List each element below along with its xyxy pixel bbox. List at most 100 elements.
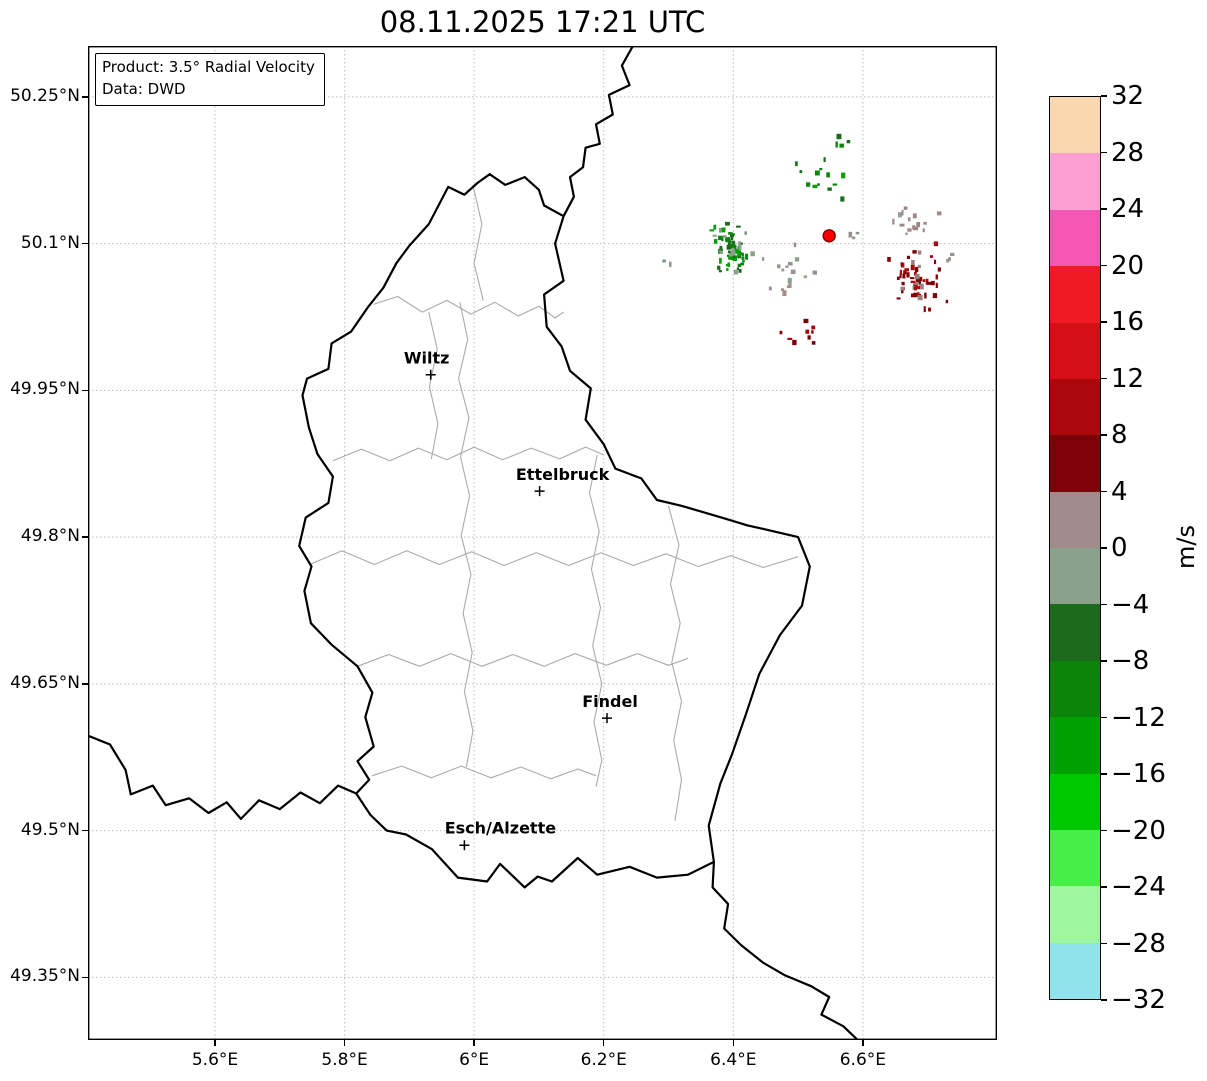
radar-echo-pixel <box>892 218 895 225</box>
radar-echo-pixel <box>777 264 781 269</box>
radar-echo-pixel <box>741 252 744 257</box>
radar-echo-pixel <box>905 232 908 236</box>
radar-echo-pixel <box>722 235 727 239</box>
colorbar-band <box>1050 153 1100 210</box>
radar-echo-pixel <box>787 261 793 266</box>
x-axis-tick-label: 6°E <box>459 1050 490 1070</box>
colorbar-tick <box>1101 716 1107 719</box>
x-axis-tick-label: 5.6°E <box>191 1050 239 1070</box>
radar-echo-pixel <box>917 286 920 290</box>
radar-echo-pixel <box>836 133 842 140</box>
radar-echo-pixel <box>896 276 900 280</box>
radar-echo-pixel <box>719 250 723 253</box>
radar-echo-pixel <box>841 172 846 179</box>
radar-echo-pixel <box>719 228 722 233</box>
city-marker <box>459 840 470 851</box>
district-boundary <box>373 295 564 319</box>
radar-echo-pixel <box>812 184 818 189</box>
radar-echo-pixel <box>779 330 783 335</box>
radar-echo-pixel <box>914 274 920 280</box>
radar-echo-pixel <box>782 290 787 296</box>
radar-echo-pixel <box>718 235 723 241</box>
x-axis-tick-label: 6.2°E <box>580 1050 627 1070</box>
radar-echo-pixel <box>723 227 726 232</box>
y-axis-tick <box>82 96 88 98</box>
radar-echo-pixel <box>899 269 902 275</box>
radar-echo-pixel <box>899 223 905 227</box>
radar-echo-pixel <box>934 259 937 265</box>
x-axis-tick <box>473 1040 475 1046</box>
colorbar-tick <box>1101 321 1107 323</box>
y-axis-tick-label: 49.35°N <box>10 966 80 987</box>
radar-echo-pixel <box>900 286 905 291</box>
radar-echo-pixel <box>913 283 918 290</box>
colorbar-tick-label: −8 <box>1111 646 1150 676</box>
colorbar-tick-label: 4 <box>1111 476 1128 507</box>
colorbar-tick <box>1101 547 1107 549</box>
radar-echo-pixel <box>823 157 826 163</box>
radar-echo-pixel <box>741 256 745 260</box>
radar-echo-pixel <box>662 260 666 263</box>
radar-echo-pixel <box>815 170 820 176</box>
colorbar-band <box>1050 97 1100 154</box>
radar-echo-pixel <box>912 225 916 230</box>
radar-echo-pixel <box>725 237 731 243</box>
radar-echo-pixel <box>795 161 798 167</box>
radar-echo-pixel <box>785 265 789 268</box>
radar-echo-pixel <box>728 232 733 235</box>
radar-echo-pixel <box>906 272 910 278</box>
radar-echo-pixel <box>848 231 853 238</box>
colorbar-band <box>1050 322 1100 379</box>
radar-echo-pixel <box>835 141 838 148</box>
neighbor-country-border <box>562 46 635 218</box>
radar-echo-pixel <box>927 281 932 285</box>
radar-echo-pixel <box>669 261 672 268</box>
radar-echo-pixel <box>750 251 755 257</box>
radar-echo-pixel <box>720 248 723 251</box>
colorbar-band <box>1050 829 1100 887</box>
colorbar-tick-label: −24 <box>1111 872 1166 902</box>
radar-echo-pixel <box>730 243 735 249</box>
radar-echo-pixel <box>937 267 941 272</box>
colorbar-tick <box>1101 603 1107 606</box>
radar-echo-pixel <box>811 330 814 334</box>
radar-echo-pixel <box>730 250 736 256</box>
radar-echo-pixel <box>803 275 807 279</box>
neighbor-country-border <box>88 734 358 821</box>
radar-echo-pixel <box>846 140 851 144</box>
colorbar-tick-label: 32 <box>1111 81 1145 111</box>
radar-echo-pixel <box>911 293 916 298</box>
radar-echo-pixel <box>900 262 904 266</box>
radar-echo-pixel <box>918 276 923 282</box>
city-label: Ettelbruck <box>516 465 610 484</box>
x-axis-tick <box>862 1040 864 1046</box>
radar-echo-pixel <box>713 224 717 230</box>
radar-echo-pixel <box>907 228 912 232</box>
radar-echo-pixel <box>732 247 735 253</box>
colorbar-tick-label: 28 <box>1111 137 1145 168</box>
radar-echo-pixel <box>738 244 742 251</box>
city-marker <box>602 713 612 724</box>
radar-site-dot <box>822 229 836 243</box>
radar-echo-pixel <box>807 335 811 340</box>
radar-echo-pixel <box>922 279 926 282</box>
y-axis-tick-label: 49.8°N <box>20 526 80 547</box>
district-boundary <box>588 454 603 787</box>
radar-echo-pixel <box>840 196 845 202</box>
radar-echo-pixel <box>787 337 793 340</box>
radar-echo-pixel <box>936 211 942 216</box>
radar-echo-pixel <box>915 277 920 282</box>
colorbar-tick-label: 20 <box>1111 250 1145 281</box>
radar-echo-pixel <box>901 209 904 216</box>
radar-echo-pixel <box>912 213 917 219</box>
district-boundary <box>667 505 683 821</box>
colorbar-band <box>1050 378 1100 436</box>
radar-echo-pixel <box>733 269 739 275</box>
radar-echo-pixel <box>794 257 800 262</box>
radar-echo-pixel <box>732 254 736 259</box>
radar-echo-pixel <box>709 229 715 232</box>
radar-echo-pixel <box>839 143 844 148</box>
radar-echo-pixel <box>734 248 739 253</box>
colorbar-tick <box>1101 490 1107 493</box>
colorbar-tick <box>1101 942 1107 945</box>
